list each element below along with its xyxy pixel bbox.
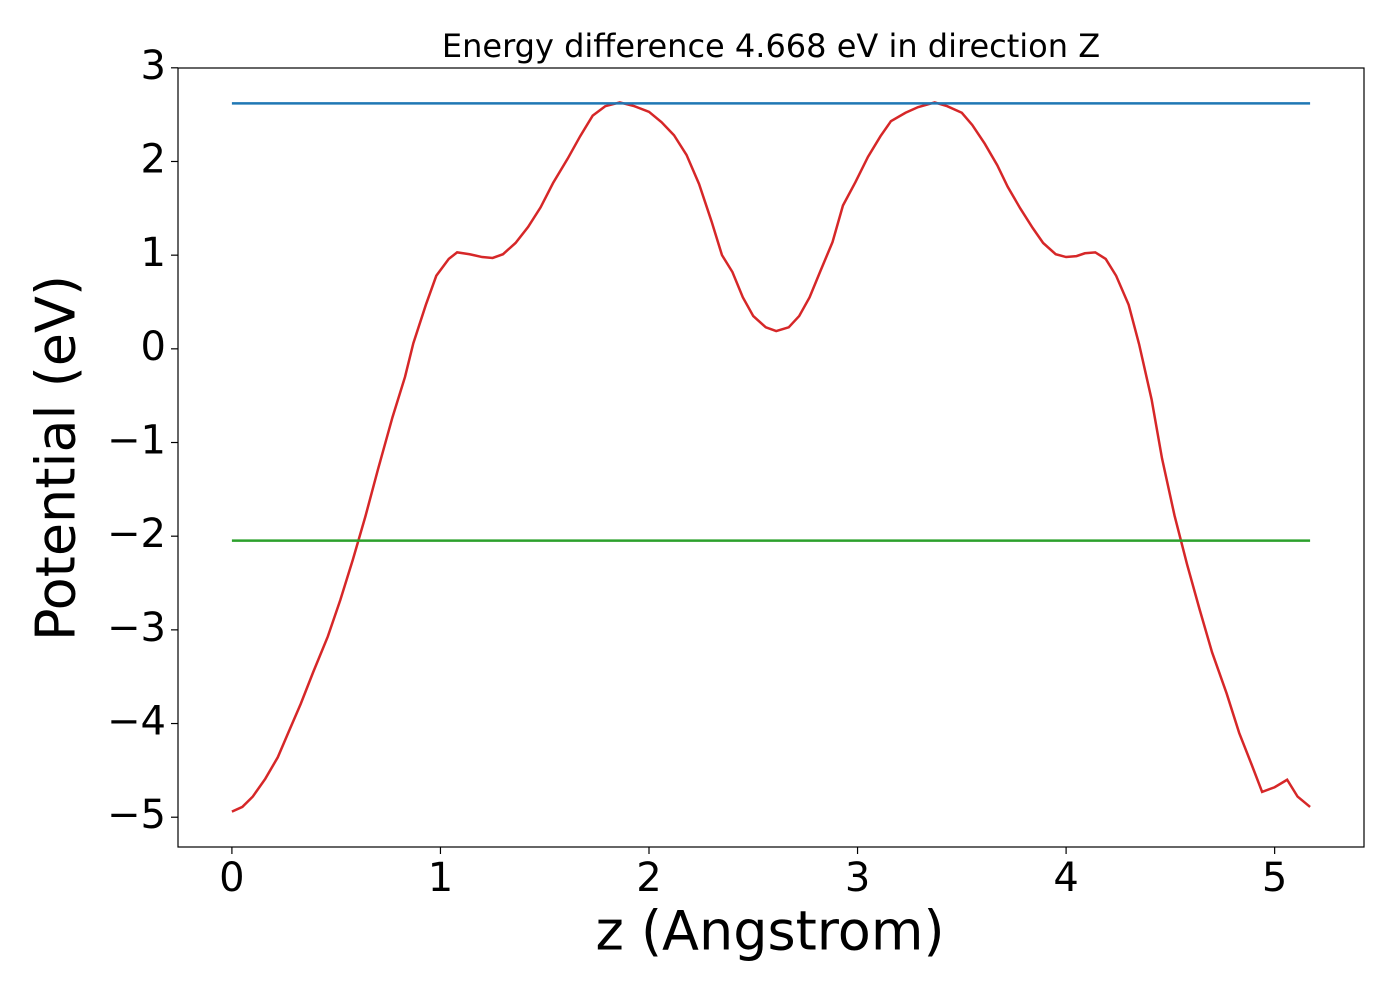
y-tick-label: −2 [107, 511, 166, 557]
data-line [231, 101, 1311, 813]
y-tick-label: 2 [141, 136, 166, 182]
x-tick-label: 1 [428, 855, 453, 901]
x-tick-label: 4 [1053, 855, 1078, 901]
y-tick-label: −5 [107, 792, 166, 838]
y-tick-label: −4 [107, 699, 166, 745]
x-tick-label: 0 [219, 855, 244, 901]
x-tick-label: 5 [1262, 855, 1287, 901]
y-tick-label: 1 [141, 230, 166, 276]
y-tick-label: 0 [141, 324, 166, 370]
x-tick-label: 2 [636, 855, 661, 901]
y-tick-label: −1 [107, 418, 166, 464]
plot-frame [177, 67, 1365, 848]
chart-title: Energy difference 4.668 eV in direction … [442, 27, 1100, 65]
y-axis-label: Potential (eV) [25, 275, 88, 641]
x-tick-label: 3 [845, 855, 870, 901]
y-tick-label: 3 [141, 43, 166, 89]
y-tick-label: −3 [107, 605, 166, 651]
x-axis-label: z (Angstrom) [595, 900, 944, 963]
